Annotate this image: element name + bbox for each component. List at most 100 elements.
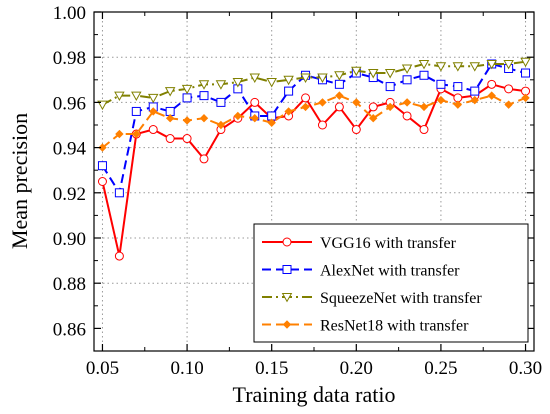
data-point [352,98,361,107]
x-tick-label: 0.15 [255,358,288,379]
legend-label: SqueezeNet with transfer [320,290,482,307]
data-point [301,102,310,112]
grid [94,12,534,351]
legend-marker [281,292,293,303]
y-tick-label: 0.86 [53,319,86,340]
data-point [181,84,193,95]
data-point [469,62,481,72]
data-point [267,118,276,127]
data-point [317,120,327,130]
data-point [215,80,227,90]
data-point [148,125,158,135]
data-point [199,154,209,164]
data-point [419,125,429,135]
y-tick-label: 0.92 [53,184,86,205]
data-point [165,134,175,144]
x-tick-label: 0.05 [86,358,119,379]
legend: VGG16 with transfer AlexNet with transfer… [253,223,529,343]
data-point [147,93,159,104]
x-tick-label: 0.10 [170,358,203,379]
data-point [384,69,396,79]
data-point [317,73,328,83]
data-point [351,125,361,135]
data-point [300,73,311,83]
data-point [301,93,311,103]
data-point [418,59,430,70]
data-point [436,79,446,89]
data-point [233,111,243,121]
data-point [165,114,175,123]
data-point [402,111,412,121]
data-point [368,102,378,112]
y-tick-label: 1.00 [53,3,86,24]
legend-marker [282,320,292,329]
data-point [98,143,107,152]
data-point [149,107,158,116]
data-point [334,71,345,81]
data-point [351,66,362,77]
y-tick-label: 0.88 [53,274,86,295]
data-point [504,84,514,94]
data-point [452,62,464,72]
data-point [198,80,210,90]
data-point [182,116,192,125]
series-4 [98,91,530,152]
x-axis-title: Training data ratio [233,382,396,407]
x-tick-label: 0.20 [340,358,373,379]
data-point [402,75,412,85]
legend-entry: SqueezeNet with transfer [262,290,482,307]
legend-entry: ResNet18 with transfer [262,318,469,335]
data-point [182,134,192,144]
data-point [369,114,378,123]
series-3 [97,57,531,111]
data-point [453,100,463,109]
data-point [131,91,142,102]
data-point [504,100,513,109]
data-point [199,91,209,101]
data-point [521,68,531,78]
data-point [216,97,226,107]
data-point [199,114,209,123]
data-point [334,79,344,89]
data-point [115,129,124,139]
data-point [114,91,125,102]
data-point [334,102,344,112]
legend-label: ResNet18 with transfer [320,318,469,335]
legend-box [253,223,529,343]
x-tick-label: 0.30 [509,358,542,379]
data-point [131,106,141,116]
data-point [114,188,124,198]
data-point [216,120,226,130]
data-point [503,59,514,70]
data-point [249,73,261,83]
data-point [97,161,107,171]
y-axis-title: Mean precision [7,113,32,249]
data-point [453,82,463,92]
data-point [435,62,447,72]
y-tick-label: 0.94 [53,139,87,160]
data-point [266,78,277,88]
data-point [486,59,497,70]
data-point [401,64,413,74]
data-point [284,107,293,116]
data-point [436,95,446,105]
legend-label: AlexNet with transfer [320,263,460,280]
series-layer [97,57,531,261]
data-point [283,75,294,86]
data-point [97,100,108,111]
data-point [470,95,479,105]
legend-entry: VGG16 with transfer [262,235,457,252]
data-point [182,93,192,103]
data-point [520,57,531,68]
data-point [487,91,496,100]
data-point [335,91,344,100]
data-point [385,102,395,112]
data-point [367,69,379,79]
data-point [114,251,124,261]
data-point [487,79,497,89]
legend-entry: AlexNet with transfer [262,263,460,280]
data-point [250,97,260,107]
x-tick-label: 0.25 [424,358,457,379]
data-point [164,87,176,97]
legend-marker [282,265,292,274]
